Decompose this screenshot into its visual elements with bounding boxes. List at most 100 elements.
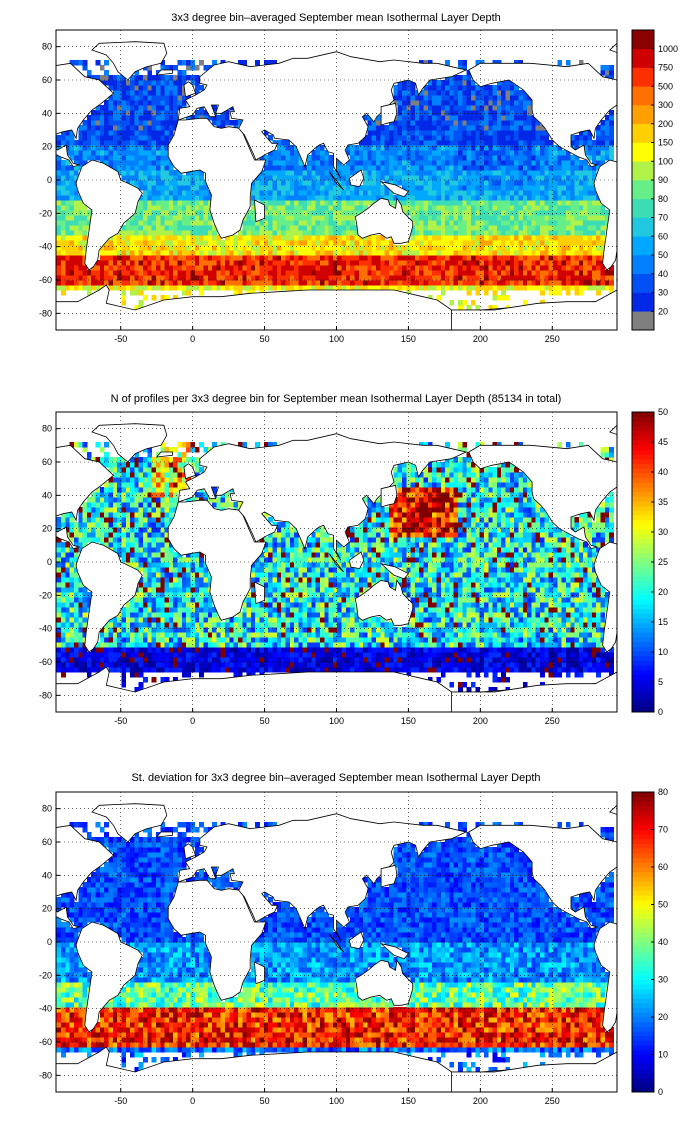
data-cell [237, 265, 243, 271]
data-cell [294, 155, 299, 161]
data-cell [600, 647, 606, 653]
data-cell [276, 220, 282, 226]
data-cell [522, 657, 528, 663]
data-cell [272, 185, 278, 191]
data-cell [591, 230, 597, 236]
data-cell [410, 125, 416, 131]
data-cell [540, 285, 545, 291]
data-cell [436, 85, 442, 91]
data-cell [255, 250, 260, 256]
data-cell [496, 285, 502, 291]
data-cell [363, 145, 368, 151]
data-cell [397, 270, 403, 276]
data-cell [419, 200, 424, 206]
data-cell [492, 230, 498, 236]
data-cell [548, 140, 554, 146]
data-cell [268, 265, 273, 271]
data-cell [552, 280, 558, 286]
data-cell [600, 245, 606, 251]
data-cell [488, 150, 493, 156]
data-cell [570, 270, 575, 276]
data-cell [212, 285, 217, 291]
data-cell [78, 255, 84, 261]
data-cell [423, 215, 429, 221]
data-cell [458, 180, 463, 186]
data-cell [518, 90, 524, 96]
data-cell [82, 667, 88, 673]
data-cell [138, 200, 144, 206]
data-cell [527, 260, 532, 266]
data-cell [160, 175, 166, 181]
data-cell [591, 215, 597, 221]
data-cell [307, 275, 312, 281]
data-cell [268, 195, 273, 201]
data-cell [69, 667, 75, 673]
data-cell [194, 215, 200, 221]
data-cell [324, 245, 329, 251]
data-cell [557, 190, 563, 196]
data-cell [337, 230, 342, 236]
data-cell [108, 240, 114, 246]
data-cell [332, 652, 338, 658]
data-cell [78, 235, 84, 241]
data-cell [56, 265, 62, 271]
data-cell [125, 135, 131, 141]
data-cell [319, 235, 325, 241]
data-cell [531, 170, 537, 176]
data-cell [432, 100, 437, 106]
data-cell [138, 195, 144, 201]
data-cell [61, 255, 66, 261]
data-cell [56, 175, 62, 181]
data-cell [134, 100, 140, 106]
data-cell [250, 190, 256, 196]
data-cell [130, 245, 135, 251]
data-cell [596, 275, 601, 281]
data-cell [73, 185, 79, 191]
data-cell [367, 652, 373, 658]
data-cell [527, 230, 532, 236]
data-cell [130, 115, 135, 121]
data-cell [505, 225, 511, 231]
data-cell [225, 265, 230, 271]
data-cell [173, 250, 178, 256]
data-cell [121, 140, 127, 146]
data-cell [337, 657, 342, 663]
data-cell [56, 170, 62, 176]
data-cell [263, 657, 269, 663]
data-cell [229, 250, 235, 256]
data-cell [307, 225, 312, 231]
data-cell [160, 270, 166, 276]
data-cell [354, 255, 360, 261]
data-cell [583, 265, 588, 271]
data-cell [410, 160, 416, 166]
data-cell [173, 230, 178, 236]
data-cell [406, 105, 411, 111]
data-cell [453, 140, 459, 146]
data-cell [514, 662, 519, 668]
data-cell [505, 667, 511, 673]
data-cell [99, 110, 105, 116]
data-cell [514, 85, 519, 91]
data-cell [78, 225, 84, 231]
data-cell [509, 205, 515, 211]
data-cell [350, 165, 355, 171]
data-cell [319, 220, 325, 226]
data-cell [328, 657, 334, 663]
data-cell [401, 667, 407, 673]
data-cell [565, 265, 571, 271]
data-cell [483, 250, 489, 256]
data-cell [522, 300, 528, 306]
data-cell [147, 195, 153, 201]
data-cell [376, 255, 381, 261]
data-cell [397, 100, 403, 106]
data-cell [475, 60, 481, 66]
data-cell [173, 125, 178, 131]
data-cell [449, 90, 455, 96]
data-cell [414, 100, 420, 106]
data-cell [445, 220, 450, 226]
data-cell [315, 275, 321, 281]
data-cell [505, 647, 511, 653]
data-cell [574, 145, 580, 151]
colorbar-segment [632, 67, 654, 87]
data-cell [445, 140, 450, 146]
